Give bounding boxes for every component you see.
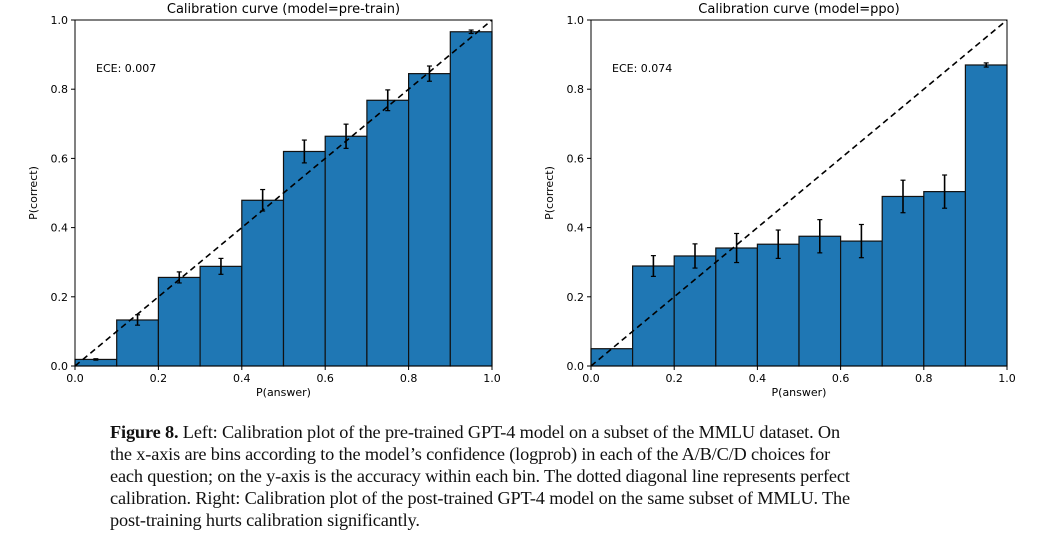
bar [324,135,368,367]
bar [282,150,326,367]
y-tick-label: 0.6 [567,152,585,165]
y-axis-label: P(correct) [543,166,556,220]
bar [881,195,925,367]
axes-frame [74,19,493,367]
bar [590,348,634,367]
bar [449,31,493,367]
ece-annotation: ECE: 0.007 [96,62,156,75]
bar [715,247,758,367]
bar [964,64,1008,367]
y-tick-label: 0.4 [567,222,585,235]
bar [923,191,966,367]
bar [199,265,243,367]
caption-text: Left: Calibration plot of the pre-traine… [178,422,840,442]
chart-title: Calibration curve (model=pre-train) [167,2,400,17]
bar [157,276,201,367]
bar [798,235,842,367]
x-tick-label: 0.2 [665,372,683,385]
x-tick-label: 1.0 [998,372,1016,385]
chart-panel-1: 0.0 0.2 0.4 0.6 0.8 1.0 0.0 0.2 0.4 0.6 0.8 1.0 Cali… [543,2,1016,399]
calibration-figure: 0.0 0.2 0.4 0.6 0.8 1.0 0.0 0.2 0.4 0.6 0.8 1.0 Cali… [27,2,1016,399]
chart-title: Calibration curve (model=ppo) [698,2,899,17]
x-axis-label: P(answer) [256,386,311,399]
x-tick-label: 0.0 [66,372,84,385]
y-tick-label: 0.6 [51,152,69,165]
y-tick-label: 0.0 [567,360,585,373]
x-tick-label: 1.0 [483,372,501,385]
chart-panel-0: 0.0 0.2 0.4 0.6 0.8 1.0 0.0 0.2 0.4 0.6 0.8 1.0 Cali… [27,2,501,399]
y-tick-label: 0.2 [51,291,69,304]
x-tick-label: 0.0 [582,372,600,385]
caption-label: Figure 8. [110,422,179,442]
x-tick-label: 0.6 [832,372,850,385]
bar [839,240,883,367]
caption-line: the x-axis are bins according to the mod… [110,444,831,464]
bar [631,265,675,367]
perfect-calibration-line [74,19,493,367]
bar [673,255,717,367]
y-axis-label: P(correct) [27,166,40,220]
bar [408,73,451,367]
figure-caption: Figure 8. Left: Calibration plot of the … [110,421,970,531]
caption-line: post-training hurts calibration signific… [110,510,420,530]
x-tick-label: 0.6 [316,372,334,385]
x-tick-label: 0.8 [915,372,933,385]
axes-frame [590,19,1008,367]
y-tick-label: 1.0 [51,14,69,27]
x-tick-label: 0.2 [150,372,168,385]
caption-line: calibration. Right: Calibration plot of … [110,488,851,508]
x-tick-label: 0.4 [233,372,251,385]
y-tick-label: 1.0 [567,14,585,27]
y-tick-label: 0.8 [567,83,585,96]
y-tick-label: 0.8 [51,83,69,96]
y-tick-label: 0.2 [567,291,585,304]
bar [756,243,800,367]
x-axis-label: P(answer) [772,386,827,399]
bar [241,199,285,367]
bar [366,99,410,367]
x-tick-label: 0.8 [400,372,418,385]
y-tick-label: 0.0 [51,360,69,373]
caption-line: Figure 8. Left: Calibration plot of the … [110,421,970,443]
perfect-calibration-line [590,19,1008,367]
caption-line: each question; on the y-axis is the accu… [110,466,850,486]
x-tick-label: 0.4 [749,372,767,385]
y-tick-label: 0.4 [51,222,69,235]
ece-annotation: ECE: 0.074 [612,62,672,75]
